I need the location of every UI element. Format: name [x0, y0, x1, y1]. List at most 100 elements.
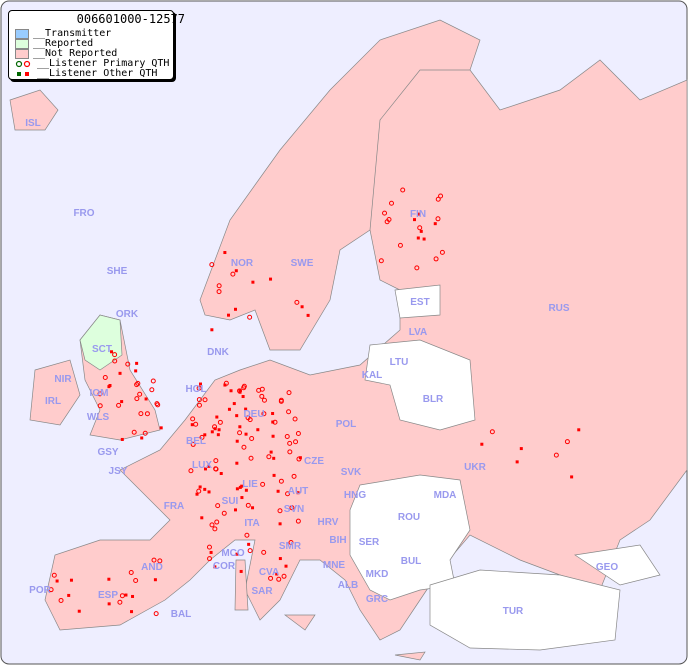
land-ireland [29, 359, 81, 426]
listener-primary-marker [244, 532, 250, 538]
listener-other-marker [210, 430, 214, 434]
listener-primary-marker [209, 522, 215, 528]
listener-other-marker [77, 609, 81, 613]
listener-primary-marker [277, 508, 283, 514]
country-label-fro: FRO [73, 208, 94, 219]
country-label-jsy: JSY [109, 466, 128, 477]
country-label-cva: CVA [259, 567, 279, 578]
listener-primary-marker [206, 544, 212, 550]
listener-other-marker [55, 579, 59, 583]
listener-primary-marker [266, 454, 272, 460]
listener-primary-marker [151, 557, 157, 563]
country-label-mco: MCO [221, 548, 245, 559]
country-label-she: SHE [107, 266, 128, 277]
listener-other-marker [519, 447, 523, 451]
listener-other-marker [159, 426, 163, 430]
listener-primary-marker [221, 510, 227, 516]
land-iceland [9, 89, 59, 131]
listener-other-marker [210, 328, 214, 332]
listener-other-marker [144, 397, 148, 401]
listener-primary-marker [241, 385, 247, 391]
listener-other-marker [227, 313, 231, 317]
land-crete [394, 651, 426, 661]
listener-other-marker [306, 313, 310, 317]
listener-primary-marker [245, 415, 251, 421]
listener-primary-marker [289, 505, 295, 511]
listener-other-marker [200, 516, 204, 520]
listener-other-marker [271, 420, 275, 424]
listener-primary-marker [134, 382, 140, 388]
country-label-hrv: HRV [318, 517, 339, 528]
listener-other-marker [198, 382, 202, 386]
listener-other-marker [272, 456, 276, 460]
country-label-tur: TUR [503, 606, 524, 617]
country-tur [429, 569, 621, 651]
country-label-ser: SER [359, 537, 380, 548]
legend-primary-qth: __Listener Primary QTH [15, 59, 169, 69]
listener-primary-marker [489, 429, 495, 435]
listener-primary-marker [278, 478, 284, 484]
country-label-svn: SVN [284, 504, 305, 515]
legend-not-reported: __Not Reported [15, 49, 117, 59]
listener-other-marker [108, 384, 112, 387]
listener-primary-marker [223, 380, 229, 386]
listener-primary-marker [245, 502, 251, 508]
country-label-geo: GEO [596, 562, 618, 573]
listener-primary-marker [97, 403, 103, 409]
listener-primary-marker [150, 378, 156, 384]
listener-other-marker [223, 251, 227, 255]
country-label-wls: WLS [87, 412, 110, 423]
listener-primary-marker [190, 441, 196, 447]
country-label-mne: MNE [323, 560, 346, 571]
country-label-mkd: MKD [366, 569, 389, 580]
listener-primary-marker [217, 419, 223, 425]
listener-primary-marker [212, 526, 218, 532]
listener-primary-marker [438, 193, 444, 199]
listener-primary-marker [295, 430, 301, 436]
country-label-nir: NIR [54, 374, 72, 385]
listener-other-marker [235, 487, 239, 491]
country-label-ork: ORK [116, 309, 139, 320]
country-label-gsy: GSY [97, 447, 118, 458]
listener-primary-marker [213, 466, 219, 472]
listener-other-marker [209, 550, 213, 554]
listener-primary-marker [287, 440, 293, 446]
listener-other-marker [480, 442, 484, 446]
listener-primary-marker [281, 573, 287, 579]
listener-other-marker [233, 508, 237, 512]
listener-primary-marker [149, 387, 155, 393]
listener-primary-marker [48, 587, 54, 593]
listener-other-marker [300, 305, 304, 309]
listener-other-marker [67, 593, 71, 597]
listener-primary-marker [138, 411, 144, 417]
listener-other-marker [256, 428, 260, 432]
listener-primary-marker [112, 352, 118, 358]
listener-primary-marker [133, 577, 139, 583]
country-label-dnk: DNK [207, 347, 229, 358]
listener-primary-marker [291, 473, 297, 479]
legend-transmitter: __Transmitter [15, 29, 111, 39]
listener-other-marker [276, 489, 280, 493]
country-label-lie: LIE [242, 479, 258, 490]
listener-primary-marker [256, 387, 262, 393]
listener-other-marker [213, 565, 217, 569]
listener-other-marker [278, 557, 282, 561]
listener-other-marker [269, 450, 273, 454]
swatch [15, 49, 29, 59]
listener-primary-marker [435, 216, 441, 222]
listener-other-marker [271, 434, 275, 438]
listener-other-marker [120, 437, 124, 441]
listener-primary-marker [286, 409, 292, 415]
listener-primary-marker [125, 361, 131, 367]
listener-other-marker [198, 485, 202, 489]
listener-primary-marker [212, 424, 218, 430]
listener-other-marker [153, 578, 157, 582]
listener-other-marker [238, 390, 242, 394]
listener-primary-marker [216, 289, 222, 295]
listener-other-marker [284, 564, 288, 568]
listener-other-marker [433, 222, 437, 226]
listener-other-marker [195, 492, 199, 496]
legend: 006601000-12577 __Transmitter __Reported… [8, 10, 185, 80]
listener-primary-marker [260, 481, 266, 487]
